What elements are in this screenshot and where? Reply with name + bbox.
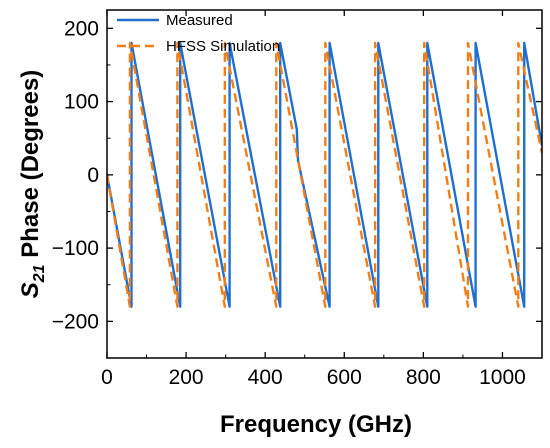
x-tick-label: 1000 xyxy=(479,366,526,389)
y-tick-label: −200 xyxy=(52,310,99,333)
y-axis-title-suffix-space xyxy=(17,258,44,265)
plot-frame xyxy=(106,9,543,359)
y-tick-label: 100 xyxy=(64,91,99,114)
x-tick-label: 200 xyxy=(169,366,204,389)
y-tick-label: 200 xyxy=(64,17,99,40)
series-line-measured xyxy=(107,41,542,308)
x-tick-label: 400 xyxy=(248,366,283,389)
x-tick-label: 0 xyxy=(101,366,113,389)
series-line-hfss-simulation xyxy=(107,41,542,308)
legend-label: Measured xyxy=(166,12,233,29)
x-axis-title: Frequency (GHz) xyxy=(220,411,412,438)
y-axis-title-subscript: 21 xyxy=(31,264,48,283)
x-tick-label: 800 xyxy=(406,366,441,389)
series-layer xyxy=(107,41,542,308)
y-tick-label: 0 xyxy=(87,164,99,187)
legend: Measured HFSS Simulation xyxy=(117,12,280,55)
y-tick-label: −100 xyxy=(52,237,99,260)
x-tick-label: 600 xyxy=(327,366,362,389)
y-axis-title-prefix: S xyxy=(17,282,44,298)
y-axis-title: S21 Phase (Degrees) xyxy=(17,70,48,299)
y-axis-title-suffix: Phase (Degrees) xyxy=(17,70,44,258)
ticks-layer: 0 200 400 600 800 1000 −200 −100 0 100 200 xyxy=(52,10,542,389)
legend-label: HFSS Simulation xyxy=(166,38,280,55)
